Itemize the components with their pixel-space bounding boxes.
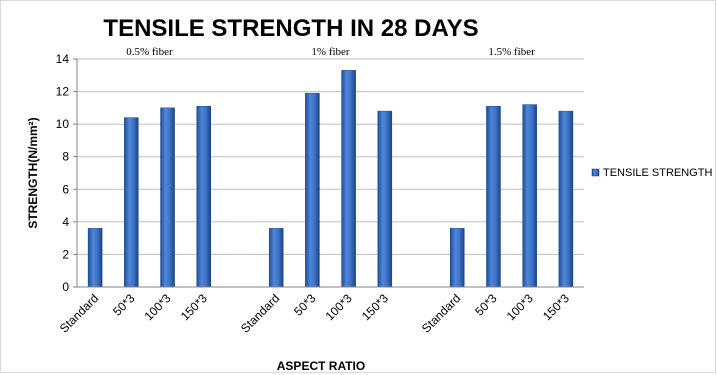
y-tick-labels: 0 2 4 6 8 10 12 14 [56,52,77,294]
bar [305,92,320,288]
bar [522,104,537,288]
x-tick-label: 150*3 [359,291,391,323]
y-tick-label: 6 [62,182,69,196]
bar [196,105,211,288]
y-tick-label: 2 [62,247,69,261]
x-tick-label: 100*3 [323,291,355,323]
bar [558,110,574,288]
group-label: 0.5% fiber [126,46,173,58]
y-tick-label: 12 [56,85,70,99]
y-tick-label: 4 [62,215,69,229]
x-tick-label: Standard [419,291,463,335]
gridlines [77,58,584,255]
bars [87,70,574,288]
bar [486,105,501,288]
x-tick-label: 100*3 [142,291,174,323]
x-tick-label: Standard [57,291,101,335]
group-labels: 0.5% fiber 1% fiber 1.5% fiber [126,46,535,58]
x-tick-label: 150*3 [178,291,210,323]
legend-swatch [591,168,600,177]
bar [160,107,175,288]
x-tick-label: 50*3 [472,291,500,319]
bar [268,228,284,288]
y-axis-title: STRENGTH(N/mm²) [26,117,40,228]
x-tick-label: 50*3 [110,291,138,319]
y-tick-label: 10 [56,117,70,131]
bar [341,70,356,288]
bar [377,110,393,288]
x-tick-label: 100*3 [504,291,536,323]
legend-label: TENSILE STRENGTH [603,167,712,179]
bar [87,228,103,288]
bar [450,228,465,288]
x-tick-label: 150*3 [540,291,572,323]
x-tick-label: 50*3 [291,291,319,319]
x-tick-labels: Standard 50*3 100*3 150*3 Standard 50*3 100*3 1… [57,291,572,336]
chart-title: TENSILE STRENGTH IN 28 DAYS [103,15,478,42]
y-tick-label: 8 [62,150,69,164]
x-axis-title: ASPECT RATIO [277,359,365,373]
x-tick-label: Standard [238,291,282,335]
y-tick-label: 0 [62,280,69,294]
bar [124,117,139,288]
legend: TENSILE STRENGTH [591,167,712,179]
group-label: 1% fiber [311,46,350,58]
group-label: 1.5% fiber [488,46,535,58]
y-tick-label: 14 [56,52,70,66]
